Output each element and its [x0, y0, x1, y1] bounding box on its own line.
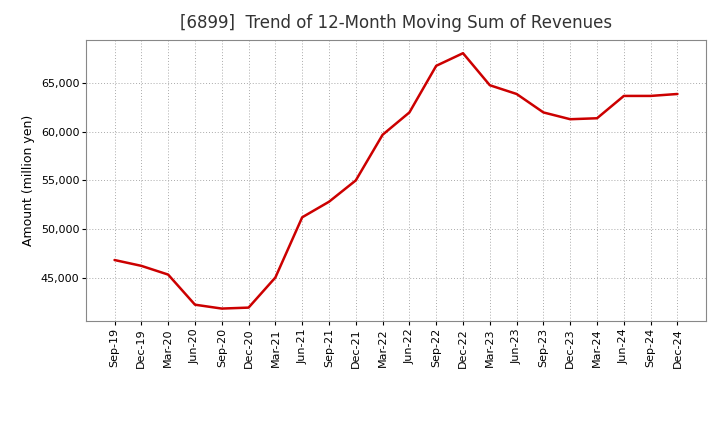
Title: [6899]  Trend of 12-Month Moving Sum of Revenues: [6899] Trend of 12-Month Moving Sum of R…: [180, 15, 612, 33]
Y-axis label: Amount (million yen): Amount (million yen): [22, 115, 35, 246]
